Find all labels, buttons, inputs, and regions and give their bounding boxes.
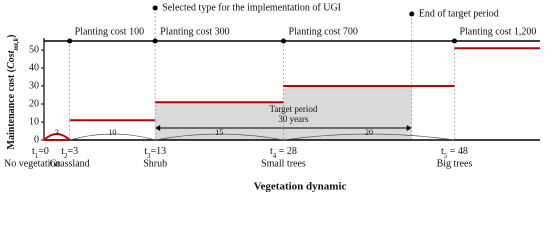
planting-dot xyxy=(152,38,158,44)
y-axis-label: Maintenance cost (Costmt,k) xyxy=(6,35,19,150)
planting-dot xyxy=(67,38,73,44)
y-tick-label: 50 xyxy=(29,44,39,55)
time-label: t2=3 xyxy=(61,146,78,159)
stage-name: Grassland xyxy=(50,158,90,169)
time-text: t xyxy=(61,146,64,157)
y-label-part: mt,k xyxy=(12,37,20,50)
y-tick-label: 20 xyxy=(29,98,39,109)
stage-name: Shrub xyxy=(143,158,167,169)
interval-label: 15 xyxy=(215,128,223,137)
interval-label: 3 xyxy=(55,128,59,137)
target-end-label: End of target period xyxy=(419,8,499,19)
interval-label: 20 xyxy=(365,128,373,137)
selected-label: Selected type for the implementation of … xyxy=(162,2,341,13)
planting-label: Planting cost 700 xyxy=(288,26,357,37)
planting-label: Planting cost 300 xyxy=(160,26,229,37)
time-subscript: 4 xyxy=(273,152,277,160)
target-end-dot xyxy=(409,11,415,17)
time-text: t xyxy=(270,146,273,157)
interval-arc xyxy=(155,133,284,141)
time-label: t3=13 xyxy=(144,146,166,159)
time-subscript: 5 xyxy=(444,152,448,160)
time-text: t xyxy=(441,146,444,157)
time-text: =0 xyxy=(38,146,49,157)
y-tick-label: 0 xyxy=(34,134,39,145)
time-subscript: 1 xyxy=(35,152,39,160)
target-label: Target period xyxy=(269,104,317,114)
interval-arc xyxy=(283,133,455,141)
time-label: t4 = 28 xyxy=(270,146,297,159)
time-subscript: 2 xyxy=(64,152,68,160)
y-label-part: Maintenance cost ( xyxy=(6,68,17,149)
x-axis-label: Vegetation dynamic xyxy=(254,181,347,193)
time-text: t xyxy=(32,146,35,157)
planting-dot xyxy=(451,38,457,44)
stage-name: No vegetation xyxy=(4,158,60,169)
time-text: = 48 xyxy=(447,146,468,157)
interval-arc xyxy=(43,133,71,141)
y-tick-label: 30 xyxy=(29,80,39,91)
planting-label: Planting cost 100 xyxy=(75,26,144,37)
interval-arc xyxy=(69,133,156,141)
time-subscript: 3 xyxy=(147,152,151,160)
y-tick-label: 10 xyxy=(29,116,39,127)
interval-label: 10 xyxy=(108,128,116,137)
stage-name: Small trees xyxy=(261,158,306,169)
time-label: t1=0 xyxy=(32,146,49,159)
time-text: = 28 xyxy=(276,146,297,157)
time-text: t xyxy=(144,146,147,157)
stage-name: Big trees xyxy=(437,158,473,169)
time-text: =13 xyxy=(150,146,166,157)
time-text: =3 xyxy=(67,146,78,157)
y-label-part: ) xyxy=(6,35,17,38)
planting-dot xyxy=(280,38,286,44)
planting-label: Planting cost 1,200 xyxy=(459,26,536,37)
y-label-part: Cost xyxy=(6,49,17,69)
y-tick-label: 40 xyxy=(29,62,39,73)
target-sublabel: 30 years xyxy=(278,114,309,124)
time-label: t5 = 48 xyxy=(441,146,468,159)
selected-dot xyxy=(152,5,158,11)
